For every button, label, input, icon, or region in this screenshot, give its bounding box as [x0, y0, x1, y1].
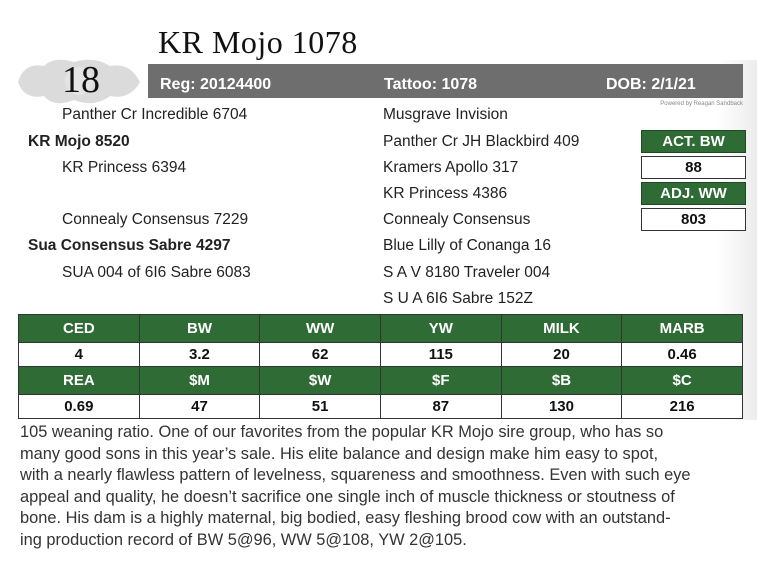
- act-bw-value: 88: [641, 156, 746, 179]
- epd-header-row: REA $M $W $F $B $C: [18, 366, 743, 395]
- photo-credit: Powered by Reagan Sandback: [660, 101, 743, 107]
- lot-description: 105 weaning ratio. One of our favorites …: [20, 422, 740, 552]
- epd-value: 115: [379, 342, 502, 367]
- epd-table: CED BW WW YW MILK MARB 4 3.2 62 115 20 0…: [18, 314, 743, 419]
- pedigree-ancestor: Panther Cr JH Blackbird 409: [383, 133, 580, 150]
- pedigree-sire: KR Mojo 8520: [28, 133, 130, 150]
- pedigree-dam: Sua Consensus Sabre 4297: [28, 237, 231, 254]
- pedigree-dam-dam: SUA 004 of 6I6 Sabre 6083: [62, 264, 251, 281]
- pedigree-ancestor: Blue Lilly of Conanga 16: [383, 237, 552, 254]
- epd-value: 0.46: [621, 342, 743, 367]
- description-line: many good sons in this year’s sale. His …: [20, 444, 659, 463]
- epd-value: 20: [500, 342, 623, 367]
- epd-value: 130: [500, 394, 623, 419]
- pedigree-ancestor: Kramers Apollo 317: [383, 159, 519, 176]
- adj-ww-value: 803: [641, 208, 746, 231]
- pedigree-sire-dam: KR Princess 6394: [62, 159, 187, 176]
- epd-header: $M: [138, 366, 261, 395]
- description-line: appeal and quality, he doesn’t sacrifice…: [20, 487, 675, 506]
- epd-value-row: 0.69 47 51 87 130 216: [18, 394, 743, 419]
- epd-value: 51: [259, 394, 381, 419]
- pedigree-ancestor: KR Princess 4386: [383, 185, 508, 202]
- epd-header: REA: [18, 366, 140, 395]
- page-title: KR Mojo 1078: [158, 24, 358, 60]
- epd-header: $F: [379, 366, 502, 395]
- epd-header: MILK: [500, 314, 623, 343]
- epd-header: $C: [621, 366, 743, 395]
- lot-number: 18: [62, 59, 100, 101]
- epd-value: 0.69: [18, 394, 140, 419]
- epd-value: 62: [259, 342, 381, 367]
- epd-header-row: CED BW WW YW MILK MARB: [18, 314, 743, 343]
- pedigree-ancestor: S U A 6I6 Sabre 152Z: [383, 290, 533, 307]
- epd-header: $B: [500, 366, 623, 395]
- epd-value-row: 4 3.2 62 115 20 0.46: [18, 342, 743, 367]
- description-line: ing production record of BW 5@96, WW 5@1…: [20, 530, 467, 549]
- ranch-logo-watermark: [18, 59, 140, 104]
- epd-header: BW: [138, 314, 261, 343]
- date-of-birth: DOB: 2/1/21: [606, 76, 696, 93]
- pedigree-sire-sire: Panther Cr Incredible 6704: [62, 106, 248, 123]
- epd-header: YW: [379, 314, 502, 343]
- epd-header: CED: [18, 314, 140, 343]
- tattoo-number: Tattoo: 1078: [384, 76, 478, 93]
- description-line: bone. His dam is a highly maternal, big …: [20, 509, 671, 528]
- epd-header: MARB: [621, 314, 743, 343]
- pedigree-ancestor: S A V 8180 Traveler 004: [383, 264, 551, 281]
- pedigree-ancestor: Musgrave Invision: [383, 106, 508, 123]
- registration-number: Reg: 20124400: [160, 76, 272, 93]
- epd-value: 47: [138, 394, 261, 419]
- description-line: with a nearly flawless pattern of leveln…: [20, 466, 691, 485]
- pedigree-dam-sire: Connealy Consensus 7229: [62, 211, 249, 228]
- adj-ww-label: ADJ. WW: [641, 182, 746, 205]
- act-bw-label: ACT. BW: [641, 130, 746, 153]
- description-line: 105 weaning ratio. One of our favorites …: [20, 423, 664, 441]
- epd-value: 216: [621, 394, 743, 419]
- info-bar: Reg: 20124400 Tattoo: 1078 DOB: 2/1/21: [148, 64, 743, 98]
- epd-value: 87: [379, 394, 502, 419]
- epd-header: WW: [259, 314, 381, 343]
- epd-value: 4: [18, 342, 140, 367]
- epd-header: $W: [259, 366, 381, 395]
- pedigree-ancestor: Connealy Consensus: [383, 211, 531, 228]
- epd-value: 3.2: [138, 342, 261, 367]
